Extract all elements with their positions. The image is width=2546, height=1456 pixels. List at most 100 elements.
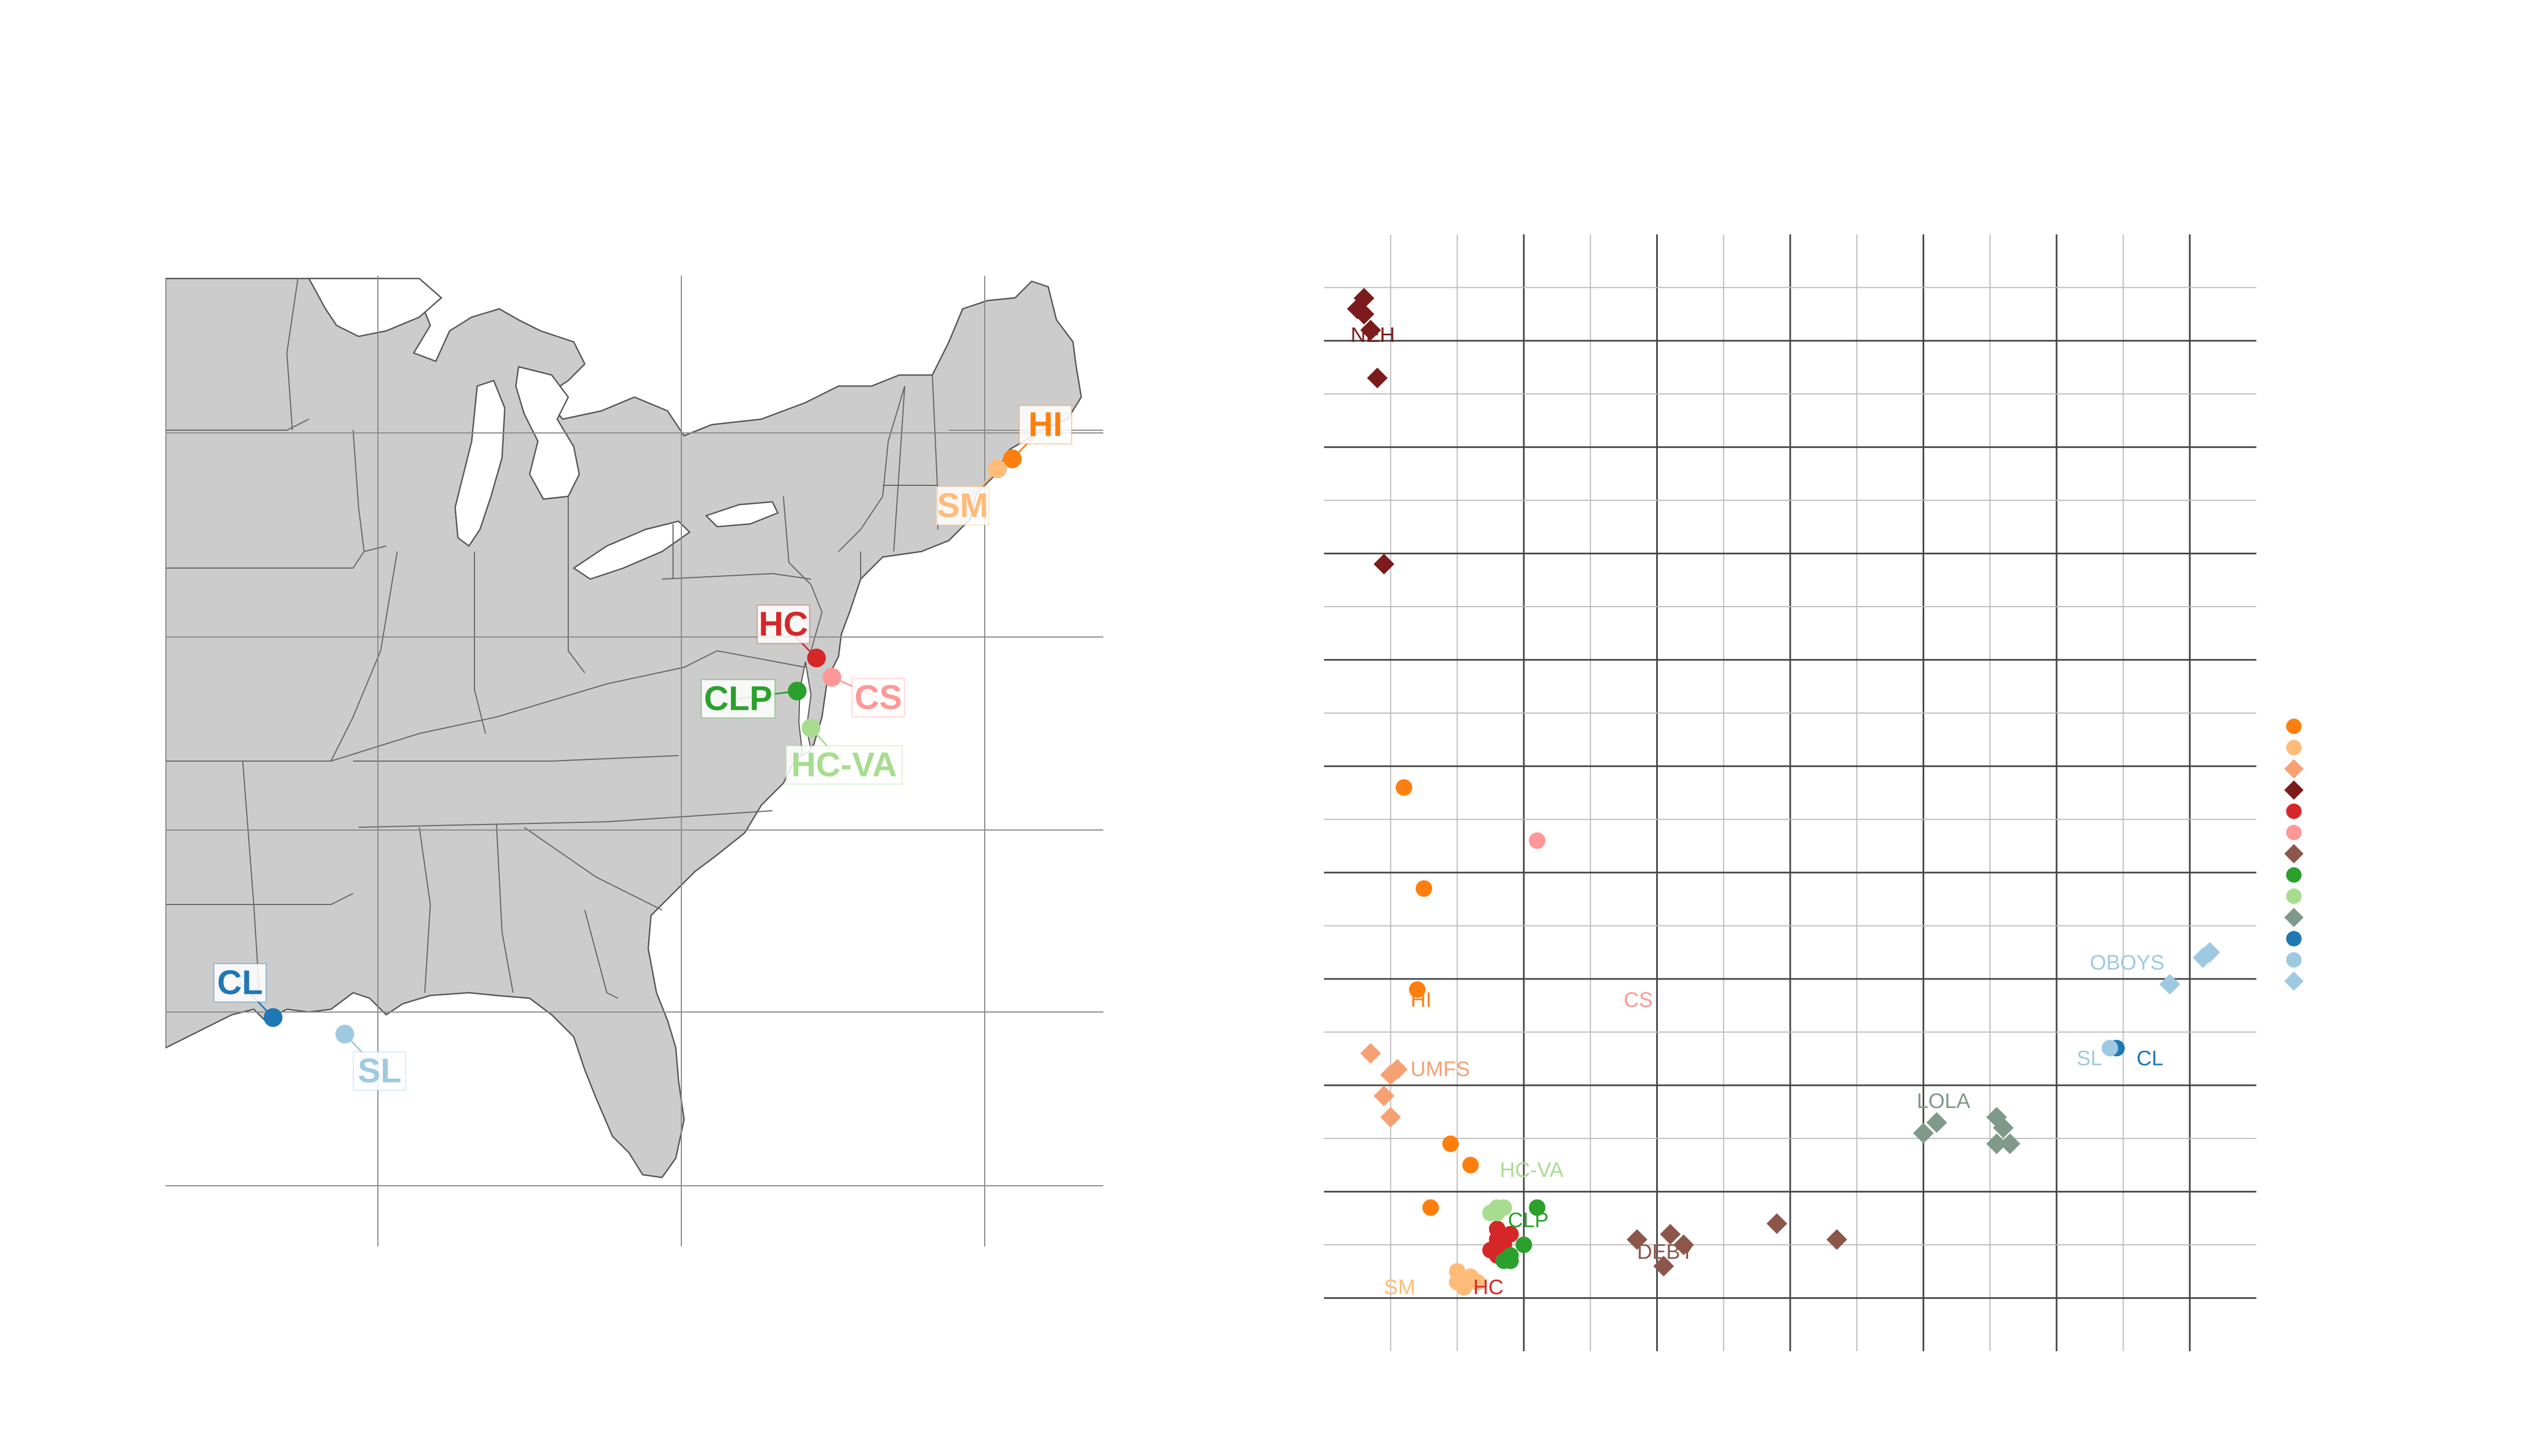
legend-entry [2284, 844, 2304, 864]
legend-marker [2284, 759, 2304, 779]
legend-marker [2284, 971, 2304, 991]
series-oboys [2159, 942, 2221, 995]
data-point [2159, 973, 2180, 995]
map-site-label: SL [357, 1052, 401, 1090]
map-site-label: SM [937, 487, 989, 525]
data-point [1395, 779, 1412, 796]
point-label-clp: CLP [1508, 1209, 1549, 1232]
legend-marker [2286, 888, 2302, 904]
data-point [1913, 1122, 1934, 1144]
series-sl [2101, 1040, 2118, 1057]
legend-marker [2286, 825, 2302, 841]
map-site-label-box [701, 679, 776, 719]
map-site-sm: SM [936, 459, 1007, 526]
data-point [1502, 1225, 1519, 1243]
map-site-marker [788, 682, 807, 700]
data-point [1380, 1106, 1401, 1128]
map-site-cs: CS [823, 668, 905, 718]
map-site-label-box [936, 486, 990, 526]
data-point [2199, 942, 2221, 963]
data-point [1926, 1112, 1947, 1133]
map-site-hc-va: HC-VA [785, 719, 903, 785]
legend-marker [2286, 804, 2302, 819]
lake-superior [307, 277, 442, 338]
lake-erie [572, 520, 691, 580]
series-hc-va [1482, 1199, 1512, 1222]
data-point [1626, 1229, 1648, 1250]
data-point [1653, 1255, 1674, 1277]
legend-marker [2286, 867, 2302, 883]
map-site-label: HC-VA [791, 746, 897, 784]
legend-entry [2286, 740, 2302, 756]
legend-entry [2284, 759, 2304, 779]
data-point [1529, 832, 1546, 849]
series-cs [1529, 832, 1546, 849]
legend-marker [2286, 952, 2302, 968]
data-point [1515, 1236, 1533, 1254]
point-label-sm: SM [1384, 1276, 1416, 1299]
series-deby [1626, 1213, 1848, 1277]
map-site-label-box [851, 678, 905, 718]
scatter-grid [1324, 234, 2256, 1351]
legend-marker [2286, 931, 2302, 946]
data-point [1488, 1199, 1506, 1216]
map-site-marker [335, 1025, 354, 1043]
point-label-hc: HC [1473, 1276, 1503, 1299]
map-site-label: CS [855, 679, 902, 717]
map-site-label: HC [759, 606, 808, 644]
data-point [1673, 1234, 1694, 1255]
point-label-neh: NEH [1351, 324, 1395, 347]
legend-entry [2284, 908, 2304, 927]
data-point [1416, 880, 1433, 897]
data-point [2101, 1040, 2118, 1057]
data-point [1826, 1229, 1848, 1250]
series-hi [1395, 779, 1479, 1216]
legend-entry [2286, 804, 2302, 819]
data-point [1353, 303, 1375, 325]
data-point [1360, 319, 1381, 341]
data-point [1442, 1135, 1459, 1152]
legend-entry [2284, 780, 2304, 800]
state-borders [166, 278, 938, 999]
point-label-lola: LOLA [1917, 1090, 1971, 1113]
scatter-points [1347, 287, 2221, 1296]
scatter-panel: NEH HI CS UMFS HC-VA CLP DEBY SM HC LOLA SL CL OBOYS [1324, 234, 2304, 1351]
point-label-umfs: UMFS [1411, 1058, 1470, 1081]
data-point [1422, 1199, 1439, 1216]
land-area [166, 277, 1082, 1179]
point-label-cs: CS [1624, 989, 1653, 1012]
legend-entry [2284, 971, 2304, 991]
data-point [1373, 554, 1395, 575]
data-point [1502, 1252, 1519, 1270]
data-point [1986, 1133, 2007, 1154]
series-clp [1495, 1199, 1546, 1270]
lake-michigan [454, 379, 506, 547]
series-lola [1913, 1106, 2021, 1154]
legend-entry [2286, 719, 2302, 734]
data-point [1766, 1213, 1787, 1234]
data-point [1360, 1043, 1381, 1064]
point-label-hc-va: HC-VA [1500, 1159, 1564, 1182]
legend-entry [2286, 867, 2302, 883]
scatter-annotations: NEH HI CS UMFS HC-VA CLP DEBY SM HC LOLA SL CL OBOYS [1351, 324, 2164, 1299]
map-site-marker [807, 649, 826, 667]
legend-entry [2286, 931, 2302, 946]
lake-ontario [704, 501, 779, 528]
data-point [1367, 367, 1388, 389]
legend [2284, 719, 2304, 991]
legend-marker [2284, 780, 2304, 800]
map-site-sl: SL [335, 1025, 407, 1091]
map-site-label: CLP [704, 680, 772, 718]
data-point [1455, 1279, 1472, 1296]
legend-entry [2286, 952, 2302, 968]
map-site-cl: CL [213, 963, 282, 1027]
map-site-marker [823, 668, 841, 687]
data-point [1449, 1263, 1466, 1280]
data-point [1462, 1157, 1479, 1174]
data-point [1659, 1224, 1681, 1245]
data-point [1469, 1273, 1486, 1291]
data-point [1380, 1064, 1401, 1085]
legend-entry [2286, 888, 2302, 904]
data-point [1999, 1133, 2021, 1154]
